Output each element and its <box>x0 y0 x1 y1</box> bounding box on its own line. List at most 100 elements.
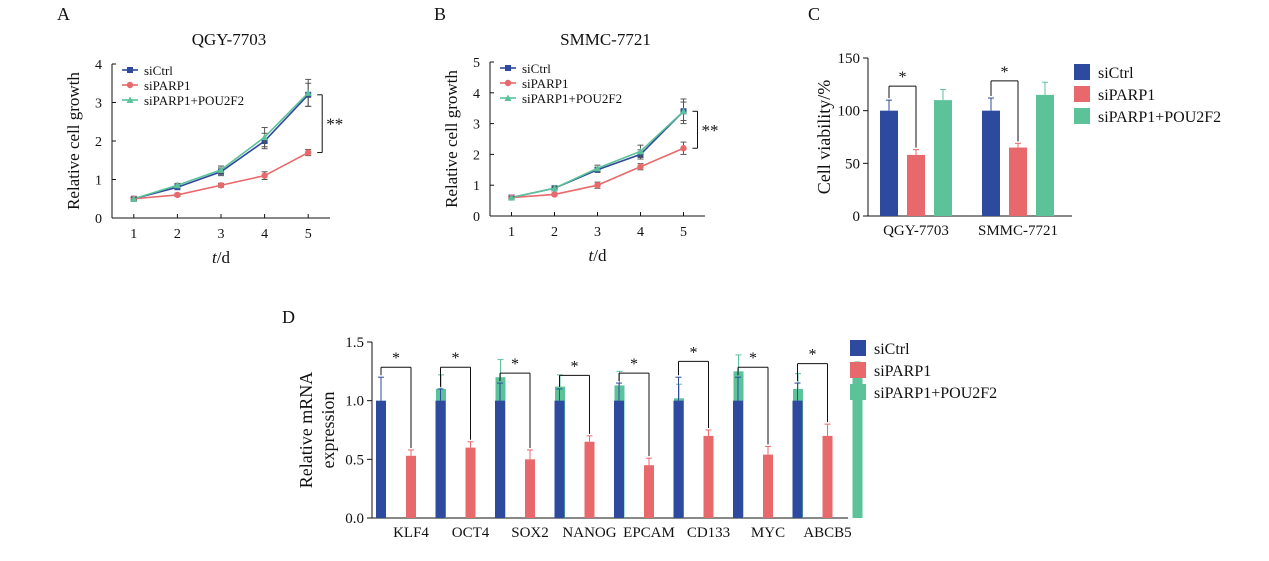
bar-siCtrl <box>673 400 684 518</box>
y-tick-label: 50 <box>845 156 860 172</box>
bar-siPARP1 <box>525 459 535 518</box>
category-label: SMMC-7721 <box>978 223 1058 239</box>
legend-label: siCtrl <box>144 63 173 78</box>
y-axis-label: Cell viability/% <box>814 80 834 195</box>
triangle-marker <box>130 195 138 202</box>
significance-label: * <box>749 350 757 367</box>
y-tick-label: 0.5 <box>345 452 364 468</box>
significance-label: * <box>809 347 817 364</box>
y-tick-label: 0.0 <box>345 511 364 527</box>
series-line <box>511 147 684 199</box>
bar-siCtrl <box>733 400 743 518</box>
bar-siPARP1 <box>584 441 595 518</box>
legend-swatch <box>850 340 866 356</box>
bar-siCtrl <box>495 400 505 518</box>
triangle-marker <box>173 181 181 189</box>
y-tick-label: 1.0 <box>345 394 364 410</box>
legend-label: siPARP1 <box>144 78 191 93</box>
legend-entry: siPARP1+POU2F2 <box>500 91 622 106</box>
legend-swatch <box>1074 86 1090 102</box>
x-tick-label: 4 <box>637 225 644 240</box>
x-tick-label: 2 <box>174 227 181 242</box>
panel-label: D <box>282 307 295 327</box>
y-tick-label: 2 <box>473 148 480 163</box>
x-tick-label: 2 <box>551 225 558 240</box>
bar-siPARP1 <box>822 435 833 518</box>
significance-label: * <box>1001 64 1009 81</box>
significance-label: * <box>630 356 638 373</box>
bar-siPARP1 <box>644 465 654 518</box>
x-axis-label-italic: t <box>212 248 218 267</box>
triangle-marker <box>304 89 312 96</box>
series-siPARP1+POU2F2 <box>130 78 312 202</box>
legend-label: siPARP1+POU2F2 <box>522 91 622 106</box>
category-label: QGY-7703 <box>883 223 949 239</box>
legend-entry: siPARP1+POU2F2 <box>1074 108 1221 126</box>
series-siPARP1 <box>130 148 312 202</box>
legend-entry: siPARP1 <box>122 78 191 93</box>
y-tick-label: 3 <box>95 97 102 112</box>
legend-label: siPARP1 <box>1098 87 1155 104</box>
significance-label: * <box>392 350 400 367</box>
panel-label: B <box>434 4 446 24</box>
triangle-marker <box>217 166 225 173</box>
x-tick-label: 1 <box>508 225 515 240</box>
x-axis-label: t/d <box>589 246 607 265</box>
category-label: OCT4 <box>452 525 490 541</box>
bar-siPARP1 <box>703 435 714 518</box>
category-label: CD133 <box>687 525 730 541</box>
triangle-marker <box>594 164 601 172</box>
y-tick-label: 5 <box>473 56 480 71</box>
y-axis-label: Relative mRNA <box>296 372 316 488</box>
y-axis-label: Relative cell growth <box>64 72 83 210</box>
circle-marker <box>680 145 687 152</box>
circle-marker <box>305 149 312 156</box>
circle-marker <box>551 191 558 198</box>
legend-label: siPARP1+POU2F2 <box>1098 109 1221 126</box>
bar-siPARP1+POU2F2 <box>1036 94 1054 216</box>
bar-siPARP1 <box>907 154 925 216</box>
category-label: ABCB5 <box>803 525 851 541</box>
x-axis-label: t/d <box>212 248 230 267</box>
y-tick-label: 1 <box>473 179 480 194</box>
chart-title: SMMC-7721 <box>560 30 651 49</box>
legend-swatch <box>1074 108 1090 124</box>
legend-label: siPARP1+POU2F2 <box>144 93 244 108</box>
circle-marker <box>174 191 181 199</box>
bar-chart-panel-D: D 0.0 0.5 1.0 1.5 Relative mRNA expression KLF4… <box>282 307 997 541</box>
y-tick-label: 0 <box>473 210 480 225</box>
y-axis-label: expression <box>318 392 338 469</box>
circle-marker <box>504 79 512 87</box>
legend-entry: siPARP1+POU2F2 <box>122 93 244 108</box>
panel-label: C <box>808 4 820 24</box>
category-label: SOX2 <box>511 525 549 541</box>
triangle-marker <box>680 107 687 115</box>
bar-siCtrl <box>614 400 624 518</box>
triangle-marker <box>126 96 134 103</box>
bar-siCtrl <box>554 400 565 518</box>
category-label: MYC <box>751 525 785 541</box>
x-tick-label: 5 <box>305 227 312 242</box>
category-label: KLF4 <box>393 525 429 541</box>
bar-siPARP1+POU2F2 <box>852 373 863 518</box>
bar-siPARP1 <box>763 454 773 518</box>
legend-label: siPARP1 <box>874 363 931 380</box>
bar-siCtrl <box>982 110 1000 216</box>
y-tick-label: 100 <box>838 104 861 120</box>
legend-label: siCtrl <box>522 61 551 76</box>
legend-label: siPARP1+POU2F2 <box>874 385 997 402</box>
legend-swatch <box>850 362 866 378</box>
legend-entry: siPARP1+POU2F2 <box>850 384 997 402</box>
x-tick-label: 1 <box>130 227 137 242</box>
y-axis-label: Relative cell growth <box>442 70 461 208</box>
y-tick-label: 0 <box>853 209 861 225</box>
x-tick-label: 5 <box>680 225 687 240</box>
significance-label: * <box>511 356 519 373</box>
y-tick-label: 150 <box>838 51 861 67</box>
chart-title: QGY-7703 <box>192 30 267 49</box>
y-tick-label: 4 <box>473 87 480 102</box>
x-tick-label: 3 <box>594 225 601 240</box>
line-chart-panel-B: B SMMC-7721 0 1 2 3 4 5 1 2 3 4 5 t/d Relative cell gr… <box>434 4 719 265</box>
